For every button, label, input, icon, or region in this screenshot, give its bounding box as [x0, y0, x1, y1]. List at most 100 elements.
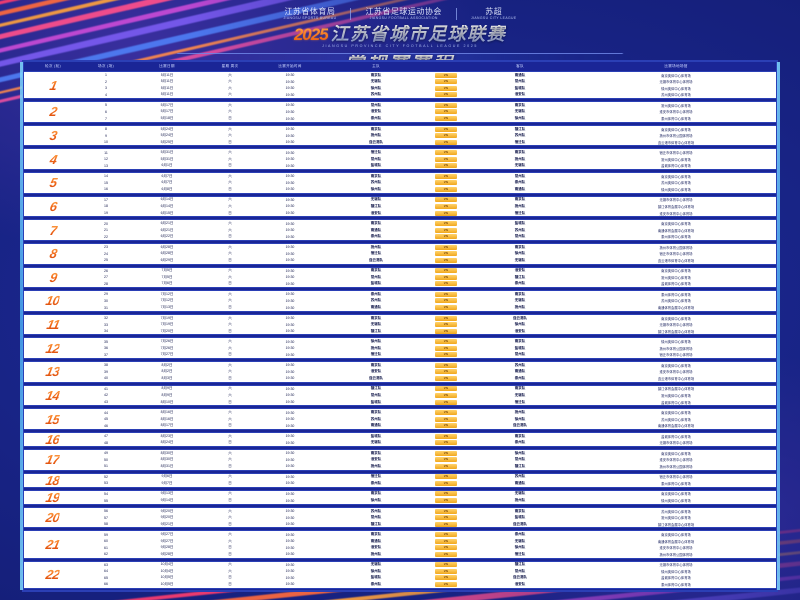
table-row[interactable]: 4 5月11日 六 19:30 苏州队 VS 淮安队 苏州奥体中心体育场 [82, 92, 776, 99]
table-row[interactable]: 9 5月24日 六 19:30 扬州队 VS 苏州队 扬州市体育公园体育场 [82, 132, 776, 139]
match-date: 6月7日 [161, 180, 173, 185]
match-date: 8月16日 [160, 416, 174, 421]
table-row[interactable]: 65 10月5日 日 19:30 盐城队 VS 连云港队 盐城体育中心体育场 [82, 575, 776, 582]
match-time: 19:30 [285, 86, 295, 91]
match-time: 19:30 [285, 400, 295, 405]
table-row[interactable]: 2 5月11日 六 19:30 无锡队 VS 常州队 无锡市体育中心体育场 [82, 79, 776, 86]
table-row[interactable]: 54 9月13日 六 19:30 南京队 VS 无锡队 南京奥体中心体育场 [82, 491, 776, 498]
table-row[interactable]: 11 5月31日 六 19:30 宿迁队 VS 南京队 宿迁市体育中心体育场 [82, 149, 776, 156]
table-row[interactable]: 30 7月12日 六 19:30 苏州队 VS 无锡队 苏州奥体中心体育场 [82, 298, 776, 305]
match-number: 23 [104, 245, 108, 250]
match-date: 9月20日 [160, 515, 174, 520]
table-row[interactable]: 40 8月3日 日 19:30 连云港队 VS 泰州队 连云港市体育中心体育场 [82, 375, 776, 382]
vs-badge-label: VS [435, 521, 457, 527]
table-row[interactable]: 37 7月27日 日 19:30 宿迁队 VS 常州队 宿迁市体育中心体育场 [82, 352, 776, 359]
match-number: 49 [104, 451, 108, 456]
match-venue: 盐城体育中心体育场 [661, 164, 691, 169]
match-number: 64 [104, 569, 108, 574]
table-row[interactable]: 16 6月8日 日 19:30 徐州队 VS 南通队 徐州奥体中心体育场 [82, 186, 776, 193]
table-row[interactable]: 36 7月26日 六 19:30 扬州队 VS 盐城队 扬州市体育公园体育场 [82, 345, 776, 352]
vs-badge: VS [428, 274, 464, 280]
table-row[interactable]: 5 5月17日 六 19:30 常州队 VS 南京队 常州奥体中心体育场 [82, 102, 776, 109]
table-row[interactable]: 57 9月20日 六 19:30 常州队 VS 盐城队 常州奥体中心体育场 [82, 514, 776, 521]
table-row[interactable]: 21 6月21日 六 19:30 南通队 VS 苏州队 南通体育会展中心体育场 [82, 227, 776, 234]
table-row[interactable]: 3 5月11日 六 19:30 徐州队 VS 盐城队 徐州奥体中心体育场 [82, 85, 776, 92]
vs-badge-label: VS [435, 210, 457, 216]
home-team: 南京队 [370, 72, 382, 77]
match-venue: 宿迁市体育中心体育场 [659, 151, 693, 156]
table-row[interactable]: 52 9月6日 六 19:30 宿迁队 VS 苏州队 宿迁市体育中心体育场 [82, 474, 776, 481]
table-row[interactable]: 19 6月15日 日 19:30 淮安队 VS 宿迁队 淮安市体育中心体育场 [82, 210, 776, 217]
table-row[interactable]: 31 7月13日 日 19:30 南通队 VS 扬州队 南通体育会展中心体育场 [82, 304, 776, 311]
table-row[interactable]: 35 7月26日 六 19:30 徐州队 VS 南京队 徐州奥体中心体育场 [82, 338, 776, 345]
table-row[interactable]: 49 8月30日 六 19:30 南京队 VS 徐州队 南京奥体中心体育场 [82, 450, 776, 457]
table-row[interactable]: 58 9月21日 日 19:30 镇江队 VS 连云港队 镇江体育会展中心体育场 [82, 521, 776, 528]
table-row[interactable]: 8 5月24日 六 19:30 南京队 VS 镇江队 南京奥体中心体育场 [82, 126, 776, 133]
table-row[interactable]: 66 10月5日 日 19:30 泰州队 VS 淮安队 泰州体育中心体育场 [82, 581, 776, 588]
table-row[interactable]: 46 8月17日 日 19:30 南通队 VS 连云港队 南通体育会展中心体育场 [82, 422, 776, 429]
away-team: 苏州队 [514, 227, 526, 232]
table-row[interactable]: 41 8月9日 六 19:30 镇江队 VS 南京队 镇江体育会展中心体育场 [82, 386, 776, 393]
table-row[interactable]: 48 8月24日 日 19:30 无锡队 VS 泰州队 无锡市体育中心体育场 [82, 439, 776, 446]
vs-badge-label: VS [435, 322, 457, 328]
table-row[interactable]: 63 10月4日 六 19:30 无锡队 VS 镇江队 无锡市体育中心体育场 [82, 562, 776, 569]
table-row[interactable]: 64 10月4日 六 19:30 徐州队 VS 常州队 徐州奥体中心体育场 [82, 568, 776, 575]
table-row[interactable]: 43 8月10日 日 19:30 盐城队 VS 宿迁队 盐城体育中心体育场 [82, 399, 776, 406]
table-row[interactable]: 6 5月17日 六 19:30 淮安队 VS 无锡队 淮安市体育中心体育场 [82, 109, 776, 116]
round-number: 5 [48, 175, 58, 191]
table-row[interactable]: 27 7月5日 六 19:30 常州队 VS 镇江队 常州奥体中心体育场 [82, 274, 776, 281]
table-row[interactable]: 51 8月31日 日 19:30 扬州队 VS 镇江队 扬州市体育公园体育场 [82, 463, 776, 470]
table-row[interactable]: 62 9月28日 日 19:30 扬州队 VS 宿迁队 扬州市体育公园体育场 [82, 551, 776, 558]
table-row[interactable]: 13 6月1日 日 19:30 盐城队 VS 无锡队 盐城体育中心体育场 [82, 163, 776, 170]
vs-badge-label: VS [435, 85, 457, 91]
table-row[interactable]: 24 6月28日 六 19:30 宿迁队 VS 徐州队 宿迁市体育中心体育场 [82, 250, 776, 257]
table-row[interactable]: 14 6月7日 六 19:30 南京队 VS 常州队 南京奥体中心体育场 [82, 173, 776, 180]
match-time: 19:30 [285, 346, 295, 351]
table-row[interactable]: 38 8月2日 六 19:30 南京队 VS 苏州队 南京奥体中心体育场 [82, 362, 776, 369]
round-number-cell: 20 [24, 508, 82, 528]
table-row[interactable]: 28 7月6日 日 19:30 盐城队 VS 泰州队 盐城体育中心体育场 [82, 281, 776, 288]
table-row[interactable]: 7 5月18日 日 19:30 泰州队 VS 徐州队 泰州体育中心体育场 [82, 115, 776, 122]
table-row[interactable]: 32 7月19日 六 19:30 南京队 VS 连云港队 南京奥体中心体育场 [82, 315, 776, 322]
match-time: 19:30 [285, 481, 295, 486]
table-row[interactable]: 26 7月5日 六 19:30 南京队 VS 淮安队 南京奥体中心体育场 [82, 268, 776, 275]
match-date: 10月5日 [160, 581, 174, 586]
match-time: 19:30 [285, 116, 295, 121]
round-block: 21 59 9月27日六 19:30 南京队 VS 泰州队 南京奥体中心体育场 60 9月27日六… [24, 530, 776, 559]
table-row[interactable]: 23 6月28日 六 19:30 扬州队 VS 南京队 扬州市体育公园体育场 [82, 244, 776, 251]
table-row[interactable]: 56 9月20日 六 19:30 苏州队 VS 南京队 苏州奥体中心体育场 [82, 508, 776, 515]
table-row[interactable]: 50 8月30日 六 19:30 淮安队 VS 常州队 淮安市体育中心体育场 [82, 457, 776, 464]
table-row[interactable]: 33 7月19日 六 19:30 无锡队 VS 徐州队 无锡市体育中心体育场 [82, 321, 776, 328]
round-match-list: 35 7月26日六 19:30 徐州队 VS 南京队 徐州奥体中心体育场 36 7月26日六 19… [82, 338, 776, 358]
match-number: 9 [105, 133, 107, 138]
table-row[interactable]: 10 5月25日 日 19:30 连云港队 VS 宿迁队 连云港市体育中心体育场 [82, 139, 776, 146]
home-team: 南京队 [370, 362, 382, 367]
table-row[interactable]: 22 6月22日 日 19:30 泰州队 VS 常州队 泰州体育中心体育场 [82, 233, 776, 240]
table-row[interactable]: 12 5月31日 六 19:30 常州队 VS 扬州队 常州奥体中心体育场 [82, 156, 776, 163]
table-row[interactable]: 34 7月20日 日 19:30 镇江队 VS 淮安队 镇江体育会展中心体育场 [82, 328, 776, 335]
table-row[interactable]: 17 6月14日 六 19:30 无锡队 VS 南京队 无锡市体育中心体育场 [82, 197, 776, 204]
vs-badge: VS [428, 322, 464, 328]
round-match-list: 32 7月19日六 19:30 南京队 VS 连云港队 南京奥体中心体育场 33 7月19日六 1… [82, 315, 776, 335]
table-row[interactable]: 44 8月16日 六 19:30 南京队 VS 扬州队 南京奥体中心体育场 [82, 409, 776, 416]
table-row[interactable]: 20 6月21日 六 19:30 南京队 VS 盐城队 南京奥体中心体育场 [82, 220, 776, 227]
table-row[interactable]: 18 6月14日 六 19:30 镇江队 VS 扬州队 镇江体育会展中心体育场 [82, 203, 776, 210]
table-row[interactable]: 61 9月28日 日 19:30 淮安队 VS 徐州队 淮安市体育中心体育场 [82, 544, 776, 551]
away-team: 泰州队 [514, 281, 526, 286]
match-date: 10月4日 [160, 562, 174, 567]
table-row[interactable]: 39 8月2日 六 19:30 淮安队 VS 南通队 淮安市体育中心体育场 [82, 369, 776, 376]
table-row[interactable]: 59 9月27日 六 19:30 南京队 VS 泰州队 南京奥体中心体育场 [82, 531, 776, 538]
table-row[interactable]: 25 6月29日 日 19:30 连云港队 VS 无锡队 连云港市体育中心体育场 [82, 257, 776, 264]
table-row[interactable]: 1 5月11日 六 19:30 南京队 VS 南通队 南京奥体中心体育场 [82, 72, 776, 79]
match-time: 19:30 [285, 575, 295, 580]
table-row[interactable]: 42 8月9日 六 19:30 常州队 VS 无锡队 常州奥体中心体育场 [82, 392, 776, 399]
table-row[interactable]: 55 9月14日 日 19:30 徐州队 VS 扬州队 徐州奥体中心体育场 [82, 497, 776, 504]
match-date: 9月13日 [160, 491, 174, 496]
table-row[interactable]: 60 9月27日 六 19:30 南通队 VS 无锡队 南通体育会展中心体育场 [82, 538, 776, 545]
away-team: 连云港队 [513, 575, 527, 580]
table-row[interactable]: 45 8月16日 六 19:30 苏州队 VS 徐州队 苏州奥体中心体育场 [82, 416, 776, 423]
table-row[interactable]: 29 7月12日 六 19:30 泰州队 VS 南京队 泰州体育中心体育场 [82, 291, 776, 298]
table-row[interactable]: 47 8月23日 六 19:30 盐城队 VS 南京队 盐城体育中心体育场 [82, 433, 776, 440]
table-row[interactable]: 15 6月7日 六 19:30 苏州队 VS 泰州队 苏州奥体中心体育场 [82, 180, 776, 187]
table-row[interactable]: 53 9月7日 日 19:30 泰州队 VS 南通队 泰州体育中心体育场 [82, 480, 776, 487]
